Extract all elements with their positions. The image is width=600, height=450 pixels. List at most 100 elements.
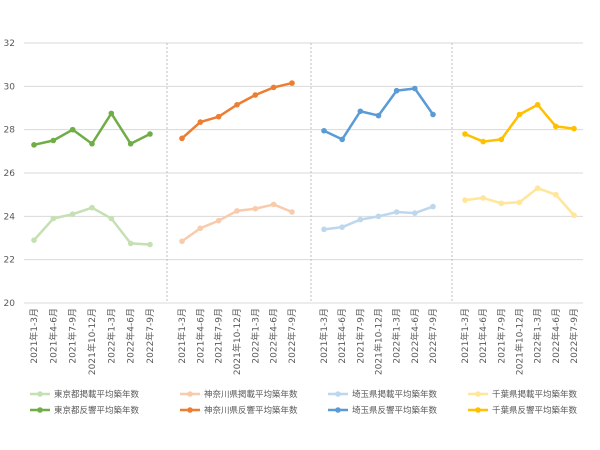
- x-tick-label: 2022年4-6月: [409, 308, 421, 364]
- data-point: [179, 135, 185, 142]
- legend-swatch-marker: [475, 391, 481, 397]
- data-point: [69, 211, 76, 217]
- series-line: [33, 206, 151, 246]
- data-point: [357, 216, 364, 223]
- data-point: [127, 140, 134, 147]
- x-tick-label: 2021年1-3月: [459, 308, 471, 364]
- data-point: [215, 217, 222, 224]
- x-tick-label: 2021年4-6月: [194, 308, 206, 364]
- data-point: [289, 80, 295, 86]
- y-tick-label: 20: [4, 299, 16, 309]
- legend-entry: 千葉県掲載平均築年数: [468, 389, 578, 400]
- data-point: [375, 213, 382, 220]
- x-tick-label: 2021年10-12月: [86, 308, 98, 375]
- x-tick-label: 2022年1-3月: [532, 308, 544, 364]
- data-point: [69, 126, 76, 133]
- data-point: [498, 200, 505, 207]
- data-point: [270, 84, 277, 91]
- legend-swatch-marker: [187, 391, 193, 397]
- legend-label: 埼玉県掲載平均築年数: [352, 389, 438, 400]
- data-point: [89, 140, 95, 147]
- data-point: [89, 204, 95, 211]
- legend-entry: 東京都掲載平均築年数: [30, 389, 140, 400]
- chart-panel: 2021年1-3月 2021年4-6月 2021年7-9月 2021年10-12月 20…: [318, 85, 439, 375]
- data-point: [393, 209, 400, 215]
- data-point: [480, 195, 486, 201]
- data-point: [412, 210, 418, 216]
- x-tick-label: 2021年4-6月: [477, 308, 489, 364]
- y-tick-label: 28: [4, 126, 16, 136]
- x-tick-label: 2021年7-9月: [354, 308, 366, 364]
- x-tick-label: 2022年4-6月: [268, 308, 280, 364]
- data-point: [31, 142, 37, 148]
- x-tick-label: 2022年7-9月: [286, 308, 298, 364]
- x-tick-label: 2022年7-9月: [427, 308, 439, 364]
- x-tick-label: 2022年7-9月: [144, 308, 156, 364]
- legend-swatch-marker: [475, 407, 481, 413]
- data-point: [357, 108, 364, 115]
- data-point: [498, 136, 505, 143]
- x-tick-label: 2022年1-3月: [105, 308, 117, 364]
- chart-panel: 2021年1-3月 2021年4-6月 2021年7-9月 2021年10-12月 20…: [28, 110, 156, 375]
- data-point: [197, 119, 204, 125]
- data-point: [321, 127, 327, 134]
- x-tick-label: 2021年10-12月: [373, 308, 385, 375]
- data-point: [234, 208, 240, 214]
- legend-entry: 埼玉県掲載平均築年数: [328, 389, 438, 400]
- data-point: [393, 87, 400, 94]
- data-point: [375, 112, 382, 119]
- data-point: [179, 238, 185, 245]
- x-tick-label: 2021年1-3月: [318, 308, 330, 364]
- x-tick-label: 2021年7-9月: [213, 308, 225, 364]
- y-tick-label: 24: [4, 212, 16, 222]
- x-tick-label: 2022年4-6月: [550, 308, 562, 364]
- data-point: [462, 197, 468, 203]
- legend-swatch-marker: [187, 407, 193, 413]
- legend-label: 東京都反響平均築年数: [54, 405, 140, 416]
- legend-swatch-marker: [37, 407, 43, 413]
- data-point: [516, 111, 523, 118]
- legend-swatch-marker: [335, 407, 341, 413]
- legend-label: 東京都掲載平均築年数: [54, 389, 140, 400]
- data-point: [516, 199, 523, 206]
- x-tick-label: 2021年1-3月: [28, 308, 40, 364]
- data-point: [321, 226, 327, 233]
- x-tick-label: 2021年4-6月: [47, 308, 59, 364]
- data-point: [339, 136, 345, 143]
- legend-swatch-marker: [335, 391, 341, 397]
- x-tick-label: 2021年4-6月: [336, 308, 348, 364]
- data-point: [252, 92, 259, 98]
- data-point: [215, 113, 222, 120]
- data-point: [108, 110, 115, 117]
- data-point: [553, 123, 559, 130]
- y-tick-label: 22: [4, 256, 15, 266]
- y-axis: 20 22 24 26 28 30 32: [4, 39, 16, 309]
- chart-panel: 2021年1-3月 2021年4-6月 2021年7-9月 2021年10-12月 20…: [176, 80, 298, 375]
- legend-label: 神奈川県掲載平均築年数: [204, 389, 298, 400]
- y-tick-label: 30: [4, 82, 16, 92]
- legend-swatch-marker: [37, 391, 43, 397]
- x-tick-label: 2021年7-9月: [495, 308, 507, 364]
- data-point: [147, 241, 153, 248]
- legend-entry: 埼玉県反響平均築年数: [328, 405, 438, 416]
- data-point: [147, 131, 153, 137]
- data-point: [571, 125, 577, 132]
- data-point: [339, 224, 345, 230]
- data-point: [534, 101, 541, 108]
- x-tick-label: 2022年7-9月: [568, 308, 580, 364]
- x-tick-label: 2021年10-12月: [231, 308, 243, 375]
- x-tick-label: 2021年7-9月: [67, 308, 79, 364]
- data-point: [270, 201, 277, 208]
- legend-entry: 神奈川県掲載平均築年数: [180, 389, 298, 400]
- legend-label: 埼玉県反響平均築年数: [352, 405, 438, 416]
- legend-label: 千葉県掲載平均築年数: [492, 389, 578, 400]
- x-tick-label: 2022年4-6月: [125, 308, 137, 364]
- data-point: [462, 131, 468, 137]
- data-point: [553, 191, 559, 198]
- legend-entry: 東京都反響平均築年数: [30, 405, 140, 416]
- data-point: [108, 215, 115, 222]
- gridlines: [24, 42, 583, 304]
- y-tick-label: 32: [4, 39, 15, 49]
